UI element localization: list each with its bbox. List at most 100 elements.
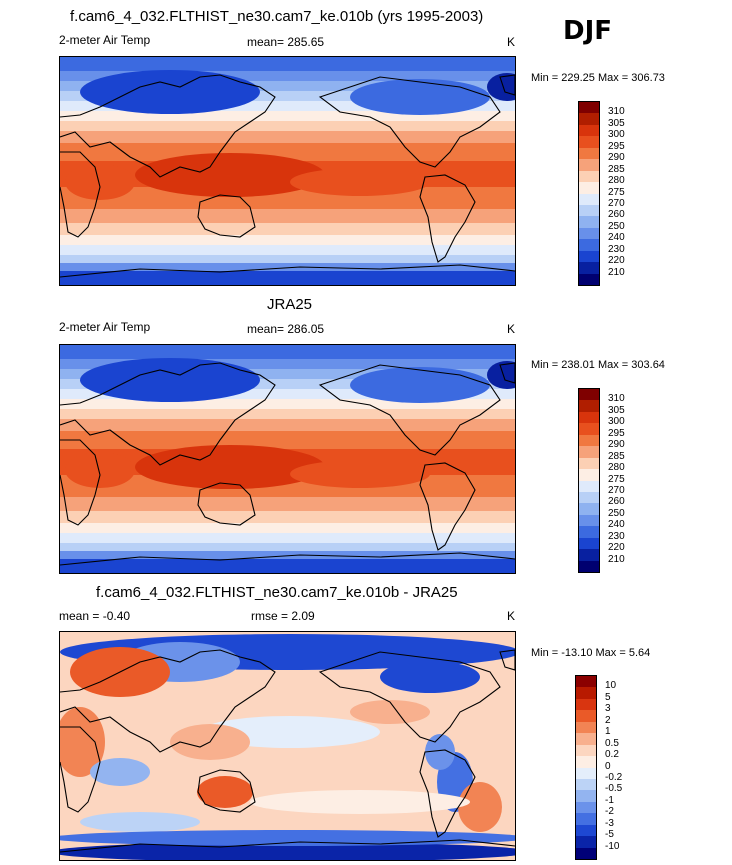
coastline	[60, 649, 276, 753]
colorbar-tick-label: 220	[608, 542, 625, 554]
colorbar-swatch	[579, 113, 599, 125]
colorbar-swatch	[579, 227, 599, 240]
coastline	[318, 651, 501, 743]
temperature-band	[60, 379, 515, 389]
colorbar-swatch	[576, 778, 596, 791]
coastline	[60, 264, 515, 278]
colorbar-swatch	[576, 801, 596, 814]
colorbar-swatch	[576, 698, 596, 711]
colorbar-tick-label: 290	[608, 439, 625, 451]
colorbar-swatch	[579, 446, 599, 458]
colorbar-swatch	[579, 182, 599, 194]
temperature-band	[60, 235, 515, 245]
cold-region	[487, 361, 515, 389]
colorbar-tick-label: 260	[608, 496, 625, 508]
colorbar-tick-label: 295	[608, 140, 625, 152]
warm-region	[290, 168, 430, 196]
panel-2-units-label: K	[507, 322, 516, 336]
colorbar-tick-label: -3	[605, 817, 614, 829]
panel-2-minmax: Min = 238.01 Max = 303.64	[531, 359, 665, 371]
season-label: DJF	[563, 16, 613, 46]
warm-region	[65, 452, 135, 488]
panel-2-colorbar	[578, 388, 600, 573]
colorbar-tick-label: 230	[608, 243, 625, 255]
colorbar-swatch	[576, 676, 596, 688]
coastline	[60, 362, 276, 466]
colorbar-tick-label: 295	[608, 427, 625, 439]
colorbar-swatch	[579, 136, 599, 148]
colorbar-tick-label: 3	[605, 703, 611, 715]
warm-pool	[135, 153, 325, 197]
temperature-band	[60, 121, 515, 131]
colorbar-swatch	[579, 389, 599, 401]
coastline	[499, 362, 515, 384]
colorbar-tick-label: 310	[608, 106, 625, 118]
colorbar-swatch	[579, 400, 599, 412]
coastline	[419, 749, 476, 838]
panel-2-colorbar-ticks: 310 305 300 295 290 285 280 275 270 260 250 240 230 2…	[608, 388, 648, 571]
difference-region	[458, 782, 502, 832]
colorbar-swatch	[579, 193, 599, 205]
colorbar-tick-label: 240	[608, 232, 625, 244]
panel-1-units-label: K	[507, 35, 516, 49]
colorbar-tick-label: 250	[608, 220, 625, 232]
colorbar-swatch	[576, 813, 596, 825]
colorbar-swatch	[576, 756, 596, 768]
colorbar-tick-label: 0	[605, 760, 611, 772]
panel-2-map	[59, 344, 516, 574]
panel-3-mean-label: mean = -0.40	[59, 609, 131, 623]
temperature-band	[60, 131, 515, 143]
panel-3-colorbar	[575, 675, 597, 860]
colorbar-swatch	[576, 733, 596, 745]
colorbar-swatch	[579, 537, 599, 550]
colorbar-swatch	[576, 767, 596, 779]
panel-2-title: JRA25	[267, 296, 313, 313]
temperature-band	[60, 533, 515, 543]
colorbar-swatch	[579, 411, 599, 424]
colorbar-tick-label: 230	[608, 530, 625, 542]
coastline	[318, 76, 501, 168]
temperature-band	[60, 223, 515, 235]
colorbar-swatch	[579, 102, 599, 114]
difference-region	[60, 842, 515, 860]
panel-3-title: f.cam6_4_032.FLTHIST_ne30.cam7_ke.010b -…	[96, 584, 458, 601]
temperature-band	[60, 409, 515, 419]
colorbar-tick-label: 10	[605, 680, 617, 692]
coastline	[318, 364, 501, 456]
temperature-band	[60, 263, 515, 271]
colorbar-tick-label: 275	[608, 473, 625, 485]
coastline	[419, 462, 476, 551]
colorbar-tick-label: 240	[608, 519, 625, 531]
warm-pool	[135, 445, 325, 489]
coastline	[60, 552, 515, 566]
colorbar-swatch	[579, 239, 599, 251]
coastline	[60, 439, 101, 526]
coastline	[499, 74, 515, 96]
coastline	[60, 151, 101, 238]
cold-region	[350, 79, 490, 115]
panel-3-colorbar-ticks: 10 5 3 2 1 0.5 0.2 0 -0.2 -0.5 -1 -2 -3 -5 -10	[605, 675, 645, 858]
colorbar-tick-label: 290	[608, 152, 625, 164]
temperature-band	[60, 101, 515, 111]
colorbar-swatch	[579, 434, 599, 447]
temperature-band	[60, 523, 515, 533]
colorbar-tick-label: 210	[608, 266, 625, 278]
colorbar-swatch	[579, 204, 599, 217]
colorbar-tick-label: 270	[608, 197, 625, 209]
temperature-band	[60, 81, 515, 91]
panel-3-rmse-label: rmse = 2.09	[251, 609, 315, 623]
colorbar-tick-label: -0.5	[605, 783, 623, 795]
colorbar-tick-label: 305	[608, 404, 625, 416]
colorbar-swatch	[579, 147, 599, 160]
difference-region	[250, 790, 470, 814]
colorbar-swatch	[576, 687, 596, 699]
colorbar-tick-label: 260	[608, 209, 625, 221]
colorbar-swatch	[579, 549, 599, 561]
colorbar-tick-label: -1	[605, 794, 614, 806]
temperature-band	[60, 559, 515, 573]
colorbar-swatch	[579, 170, 599, 183]
colorbar-tick-label: 1	[605, 726, 611, 738]
colorbar-swatch	[579, 469, 599, 481]
colorbar-tick-label: 2	[605, 714, 611, 726]
difference-region	[90, 758, 150, 786]
